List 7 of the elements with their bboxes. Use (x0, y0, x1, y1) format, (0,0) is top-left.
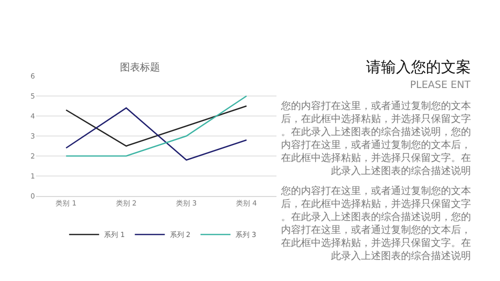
text: 请输入您的文案 (366, 58, 471, 76)
chart-title: 图表标题 (120, 61, 160, 74)
line-series (65, 107, 248, 161)
text: PLEASE ENT (410, 80, 472, 91)
line-series (65, 105, 248, 147)
text: 您的内容打在这里，或者通过复制您的文本后，在此框中选择粘贴，并选择只保留文字。在此录入上述图表的综合描述说明，您的内容打在这里，或者通过复制您的文本后，在此框中选择粘贴，并选择只保留文字。在此录入上述图表的综合描述说明 (280, 100, 471, 177)
text: 您的内容打在这里，或者通过复制您的文本后，在此框中选择粘贴，并选择只保留文字。在此录入上述图表的综合描述说明，您的内容打在这里，或者通过复制您的文本后，在此框中选择粘贴，并选择只保留文字。在此录入上述图表的综合描述说明 (280, 185, 471, 262)
